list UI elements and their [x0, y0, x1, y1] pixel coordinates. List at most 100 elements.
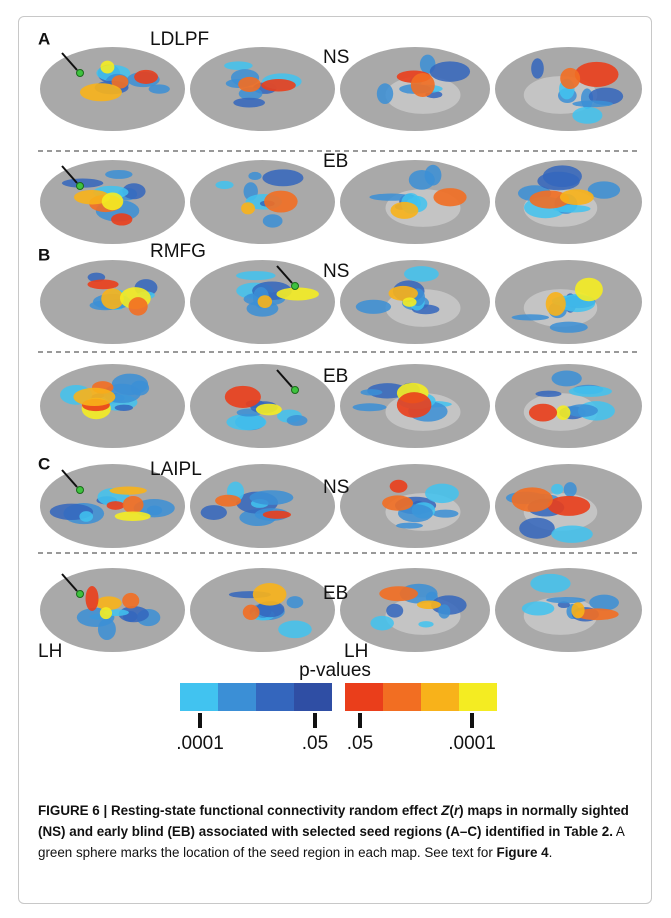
- activation-blob: [130, 381, 149, 396]
- activation-blob: [224, 61, 252, 70]
- activation-blob: [243, 605, 260, 620]
- colorbar: [180, 683, 497, 728]
- activation-blob: [241, 202, 255, 214]
- activation-blob: [236, 271, 275, 280]
- activation-blob: [556, 405, 570, 420]
- activation-blob: [425, 484, 459, 503]
- seed-sphere: [292, 387, 299, 394]
- activation-blob: [287, 596, 304, 608]
- activation-blob: [432, 510, 458, 518]
- activation-blob: [560, 189, 594, 205]
- panel-label: A: [38, 29, 50, 48]
- activation-blob: [215, 181, 233, 189]
- group-label: NS: [323, 261, 349, 282]
- activation-blob: [377, 83, 393, 104]
- activation-blob: [122, 593, 139, 609]
- hemisphere-label: LH: [38, 641, 62, 662]
- activation-blob: [105, 170, 132, 179]
- activation-blob: [101, 61, 115, 74]
- color-swatch: [459, 683, 497, 711]
- activation-blob: [102, 192, 124, 210]
- activation-blob: [572, 101, 613, 108]
- color-swatch: [421, 683, 459, 711]
- activation-blob: [253, 583, 287, 606]
- activation-blob: [264, 191, 298, 213]
- colorbar-tick-label: .05: [347, 733, 373, 754]
- activation-blob: [566, 404, 598, 417]
- activation-blob: [546, 597, 585, 603]
- panel-label: B: [38, 245, 50, 264]
- activation-blob: [433, 188, 466, 206]
- activation-blob: [417, 600, 441, 609]
- activation-blob: [87, 279, 118, 289]
- activation-blob: [571, 602, 584, 618]
- activation-blob: [287, 415, 308, 426]
- group-label: EB: [323, 151, 348, 172]
- seed-sphere: [77, 487, 84, 494]
- activation-blob: [575, 278, 603, 302]
- activation-blob: [233, 98, 265, 108]
- activation-blob: [390, 480, 408, 493]
- color-swatch: [383, 683, 421, 711]
- colorbar-tick-label: .0001: [176, 733, 224, 754]
- seed-sphere: [77, 70, 84, 77]
- activation-blob: [396, 523, 423, 529]
- activation-blob: [261, 79, 296, 92]
- activation-blob: [258, 295, 272, 308]
- colorbar-title: p-values: [299, 660, 371, 681]
- activation-blob: [560, 68, 580, 89]
- activation-blob: [201, 505, 227, 520]
- seed-sphere: [77, 183, 84, 190]
- activation-blob: [551, 484, 563, 495]
- activation-blob: [575, 62, 619, 87]
- group-label: NS: [323, 47, 349, 68]
- seed-sphere: [77, 591, 84, 598]
- activation-blob: [512, 487, 553, 512]
- activation-blob: [404, 266, 439, 282]
- color-swatch: [345, 683, 383, 711]
- activation-blob: [80, 83, 122, 101]
- activation-blob: [535, 391, 561, 397]
- activation-blob: [397, 392, 432, 418]
- activation-blob: [249, 490, 293, 505]
- activation-blob: [569, 386, 612, 397]
- activation-blob: [589, 595, 619, 611]
- activation-blob: [402, 297, 416, 306]
- activation-blob: [529, 404, 557, 422]
- activation-blob: [262, 169, 303, 186]
- activation-blob: [256, 404, 282, 416]
- activation-blob: [129, 297, 148, 315]
- activation-blob: [115, 511, 151, 521]
- activation-blob: [100, 607, 112, 619]
- color-swatch: [218, 683, 256, 711]
- activation-blob: [110, 487, 147, 495]
- activation-blob: [522, 601, 555, 615]
- page: A LDLPF NS EB B RMFG NS EB C LAIPL NS EB…: [0, 0, 671, 918]
- colorbar-tick-label: .05: [302, 733, 328, 754]
- color-swatch: [180, 683, 218, 711]
- activation-blob: [73, 388, 115, 406]
- activation-blob: [564, 482, 577, 497]
- activation-blob: [263, 214, 283, 227]
- figure: A LDLPF NS EB B RMFG NS EB C LAIPL NS EB…: [0, 0, 671, 790]
- activation-blob: [248, 172, 261, 180]
- activation-blob: [225, 386, 261, 408]
- hemisphere-label: LH: [344, 641, 368, 662]
- colorbar-tick-label: .0001: [448, 733, 496, 754]
- activation-blob: [370, 616, 394, 631]
- caption-text: FIGURE 6 | Resting-state functional conn…: [38, 803, 441, 818]
- activation-blob: [361, 389, 383, 395]
- activation-blob: [572, 107, 602, 124]
- activation-blob: [519, 518, 555, 539]
- activation-blob: [411, 73, 435, 97]
- seed-sphere: [292, 283, 299, 290]
- activation-blob: [263, 511, 291, 519]
- panel-label: C: [38, 454, 50, 473]
- figure-caption: FIGURE 6 | Resting-state functional conn…: [38, 800, 638, 863]
- activation-blob: [215, 495, 241, 507]
- activation-blob: [86, 586, 99, 611]
- activation-blob: [123, 496, 144, 513]
- activation-blob: [115, 405, 133, 411]
- seed-label: LAIPL: [150, 459, 202, 480]
- group-label: NS: [323, 477, 349, 498]
